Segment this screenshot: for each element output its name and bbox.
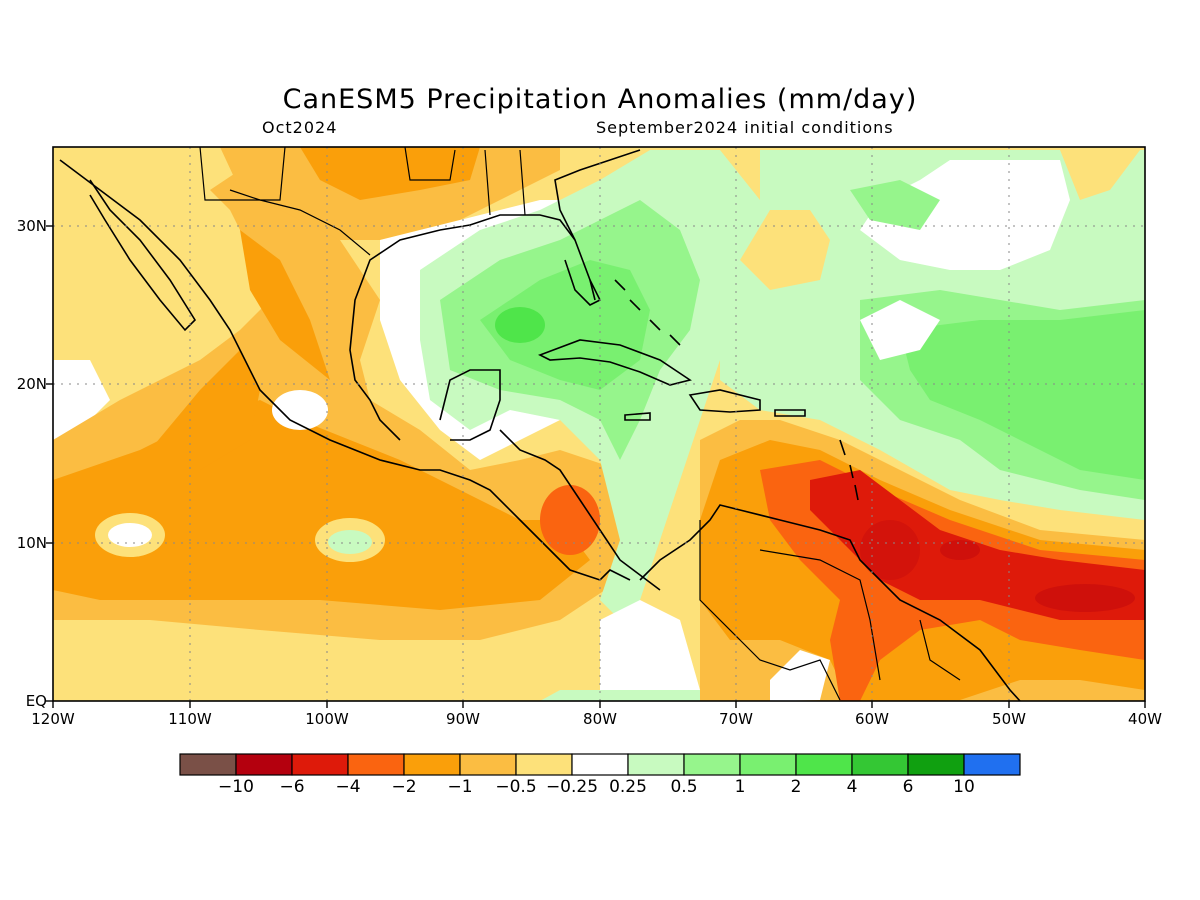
colorbar-label: −10: [218, 777, 254, 797]
colorbar-label: 4: [846, 777, 858, 797]
lon-label-100w: 100W: [305, 710, 349, 728]
init-conditions-label: September2024 initial conditions: [596, 118, 894, 137]
anomaly-field: [53, 147, 1145, 701]
colorbar-label: −2: [391, 777, 417, 797]
colorbar-label: 1: [734, 777, 746, 797]
lat-label-eq: EQ: [25, 692, 47, 710]
lat-label-20n: 20N: [16, 375, 47, 393]
colorbar-label: −0.5: [495, 777, 537, 797]
lon-label-50w: 50W: [992, 710, 1026, 728]
colorbar-swatch: [571, 753, 629, 776]
colorbar-swatch: [235, 753, 293, 776]
colorbar-label: 10: [953, 777, 975, 797]
colorbar-label: −4: [335, 777, 361, 797]
colorbar-swatch: [963, 753, 1021, 776]
lon-label-120w: 120W: [31, 710, 75, 728]
map-frame: [52, 146, 1146, 702]
political-borders: [199, 147, 961, 701]
chart-title: CanESM5 Precipitation Anomalies (mm/day): [282, 84, 918, 115]
lat-label-30n: 30N: [16, 217, 47, 235]
lon-label-90w: 90W: [446, 710, 480, 728]
axis-ticks: [46, 225, 1146, 708]
colorbar-swatch: [347, 753, 405, 776]
colorbar-swatch: [403, 753, 461, 776]
valid-month-label: Oct2024: [262, 118, 338, 137]
colorbar-label: −1: [447, 777, 473, 797]
lon-label-80w: 80W: [583, 710, 617, 728]
colorbar-swatch: [459, 753, 517, 776]
colorbar-label: 0.5: [670, 777, 698, 797]
lon-label-40w: 40W: [1128, 710, 1162, 728]
colorbar-swatch: [291, 753, 349, 776]
lon-label-60w: 60W: [855, 710, 889, 728]
colorbar: [179, 753, 1021, 776]
colorbar-label: 6: [902, 777, 914, 797]
lon-label-110w: 110W: [168, 710, 212, 728]
colorbar-swatch: [907, 753, 965, 776]
colorbar-label: −6: [279, 777, 305, 797]
colorbar-label: 2: [790, 777, 802, 797]
colorbar-swatch: [683, 753, 741, 776]
graticule: [53, 147, 1145, 701]
lon-label-70w: 70W: [719, 710, 753, 728]
colorbar-swatch: [851, 753, 909, 776]
colorbar-swatch: [515, 753, 573, 776]
colorbar-swatch: [739, 753, 797, 776]
colorbar-swatch: [795, 753, 853, 776]
colorbar-swatch: [627, 753, 685, 776]
colorbar-swatch: [179, 753, 237, 776]
lat-label-10n: 10N: [16, 534, 47, 552]
colorbar-label: −0.25: [545, 777, 599, 797]
colorbar-label: 0.25: [609, 777, 647, 797]
